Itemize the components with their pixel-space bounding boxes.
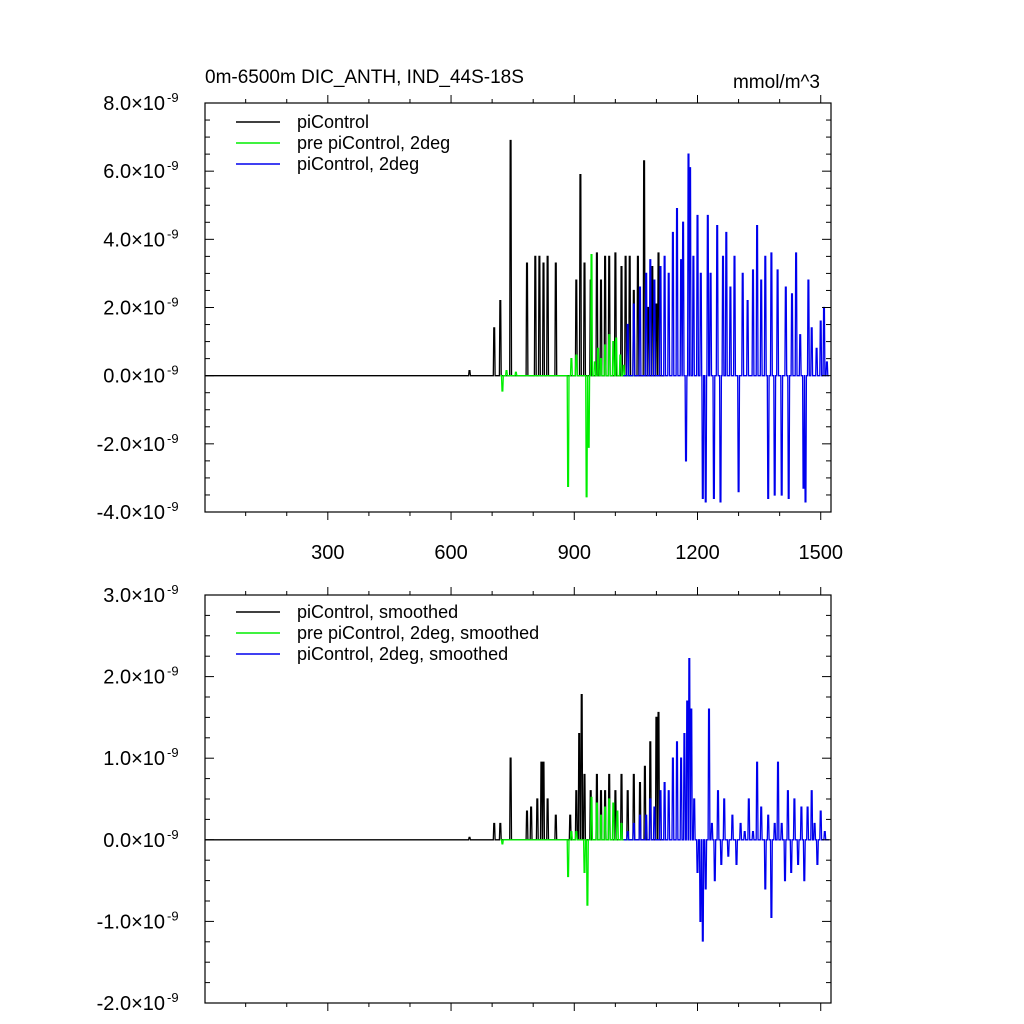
y-tick-mantissa: 0.0×10 — [103, 366, 165, 388]
y-tick-label: 1.0×10 — [103, 748, 165, 770]
x-tick-label: 600 — [434, 542, 467, 564]
y-tick-label: -2.0×10 — [97, 993, 165, 1015]
y-tick-label: -4.0×10 — [97, 502, 165, 524]
y-tick-mantissa: 6.0×10 — [103, 161, 165, 183]
y-tick-mantissa: -1.0×10 — [97, 911, 165, 933]
x-tick-label: 1500 — [798, 542, 843, 564]
y-tick-label: 4.0×10 — [103, 229, 165, 251]
y-tick-mantissa: -2.0×10 — [97, 993, 165, 1015]
y-tick-mantissa: -4.0×10 — [97, 502, 165, 524]
y-tick-mantissa: 1.0×10 — [103, 748, 165, 770]
y-tick-exponent: -9 — [167, 908, 179, 923]
y-tick-label: 2.0×10 — [103, 298, 165, 320]
y-tick-exponent: -9 — [167, 90, 179, 105]
y-tick-mantissa: 4.0×10 — [103, 229, 165, 251]
y-tick-label: 0.0×10 — [103, 366, 165, 388]
y-tick-label: 0.0×10 — [103, 830, 165, 852]
legend-label: piControl, 2deg — [297, 154, 419, 174]
series-line-2 — [500, 254, 634, 498]
chart-title: 0m-6500m DIC_ANTH, IND_44S-18S — [205, 67, 524, 88]
y-tick-exponent: -9 — [167, 363, 179, 378]
legend-label: piControl, 2deg, smoothed — [297, 644, 508, 664]
y-tick-exponent: -9 — [167, 431, 179, 446]
y-tick-mantissa: 3.0×10 — [103, 585, 165, 607]
top-panel: 300 600 900 1200 1500-4.0×10 -9-2.0×10 -90.0×1… — [97, 90, 843, 564]
y-tick-mantissa: 2.0×10 — [103, 298, 165, 320]
y-tick-label: 6.0×10 — [103, 161, 165, 183]
y-tick-mantissa: 0.0×10 — [103, 830, 165, 852]
y-tick-mantissa: -2.0×10 — [97, 434, 165, 456]
y-tick-exponent: -9 — [167, 745, 179, 760]
legend-label: piControl, smoothed — [297, 602, 458, 622]
y-tick-label: 2.0×10 — [103, 667, 165, 689]
x-tick-label: 1200 — [675, 542, 720, 564]
y-tick-label: 8.0×10 — [103, 93, 165, 115]
y-tick-exponent: -9 — [167, 582, 179, 597]
y-tick-exponent: -9 — [167, 226, 179, 241]
series-line-3 — [623, 657, 829, 942]
y-tick-exponent: -9 — [167, 295, 179, 310]
y-tick-exponent: -9 — [167, 158, 179, 173]
x-tick-label: 300 — [311, 542, 344, 564]
legend-label: pre piControl, 2deg, smoothed — [297, 623, 539, 643]
series-line-1 — [205, 139, 665, 377]
y-tick-exponent: -9 — [167, 664, 179, 679]
series-line-3 — [623, 153, 829, 503]
y-tick-exponent: -9 — [167, 827, 179, 842]
y-tick-label: -1.0×10 — [97, 911, 165, 933]
legend-label: pre piControl, 2deg — [297, 133, 450, 153]
x-tick-label: 900 — [558, 542, 591, 564]
y-tick-exponent: -9 — [167, 990, 179, 1005]
y-tick-mantissa: 8.0×10 — [103, 93, 165, 115]
units-label: mmol/m^3 — [733, 72, 820, 93]
bottom-panel: -2.0×10 -9-1.0×10 -90.0×10 -91.0×10 -92.0×10… — [97, 582, 832, 1015]
y-tick-label: -2.0×10 — [97, 434, 165, 456]
y-tick-mantissa: 2.0×10 — [103, 667, 165, 689]
y-tick-label: 3.0×10 — [103, 585, 165, 607]
series-line-2 — [500, 796, 634, 906]
y-tick-exponent: -9 — [167, 499, 179, 514]
legend-label: piControl — [297, 112, 369, 132]
